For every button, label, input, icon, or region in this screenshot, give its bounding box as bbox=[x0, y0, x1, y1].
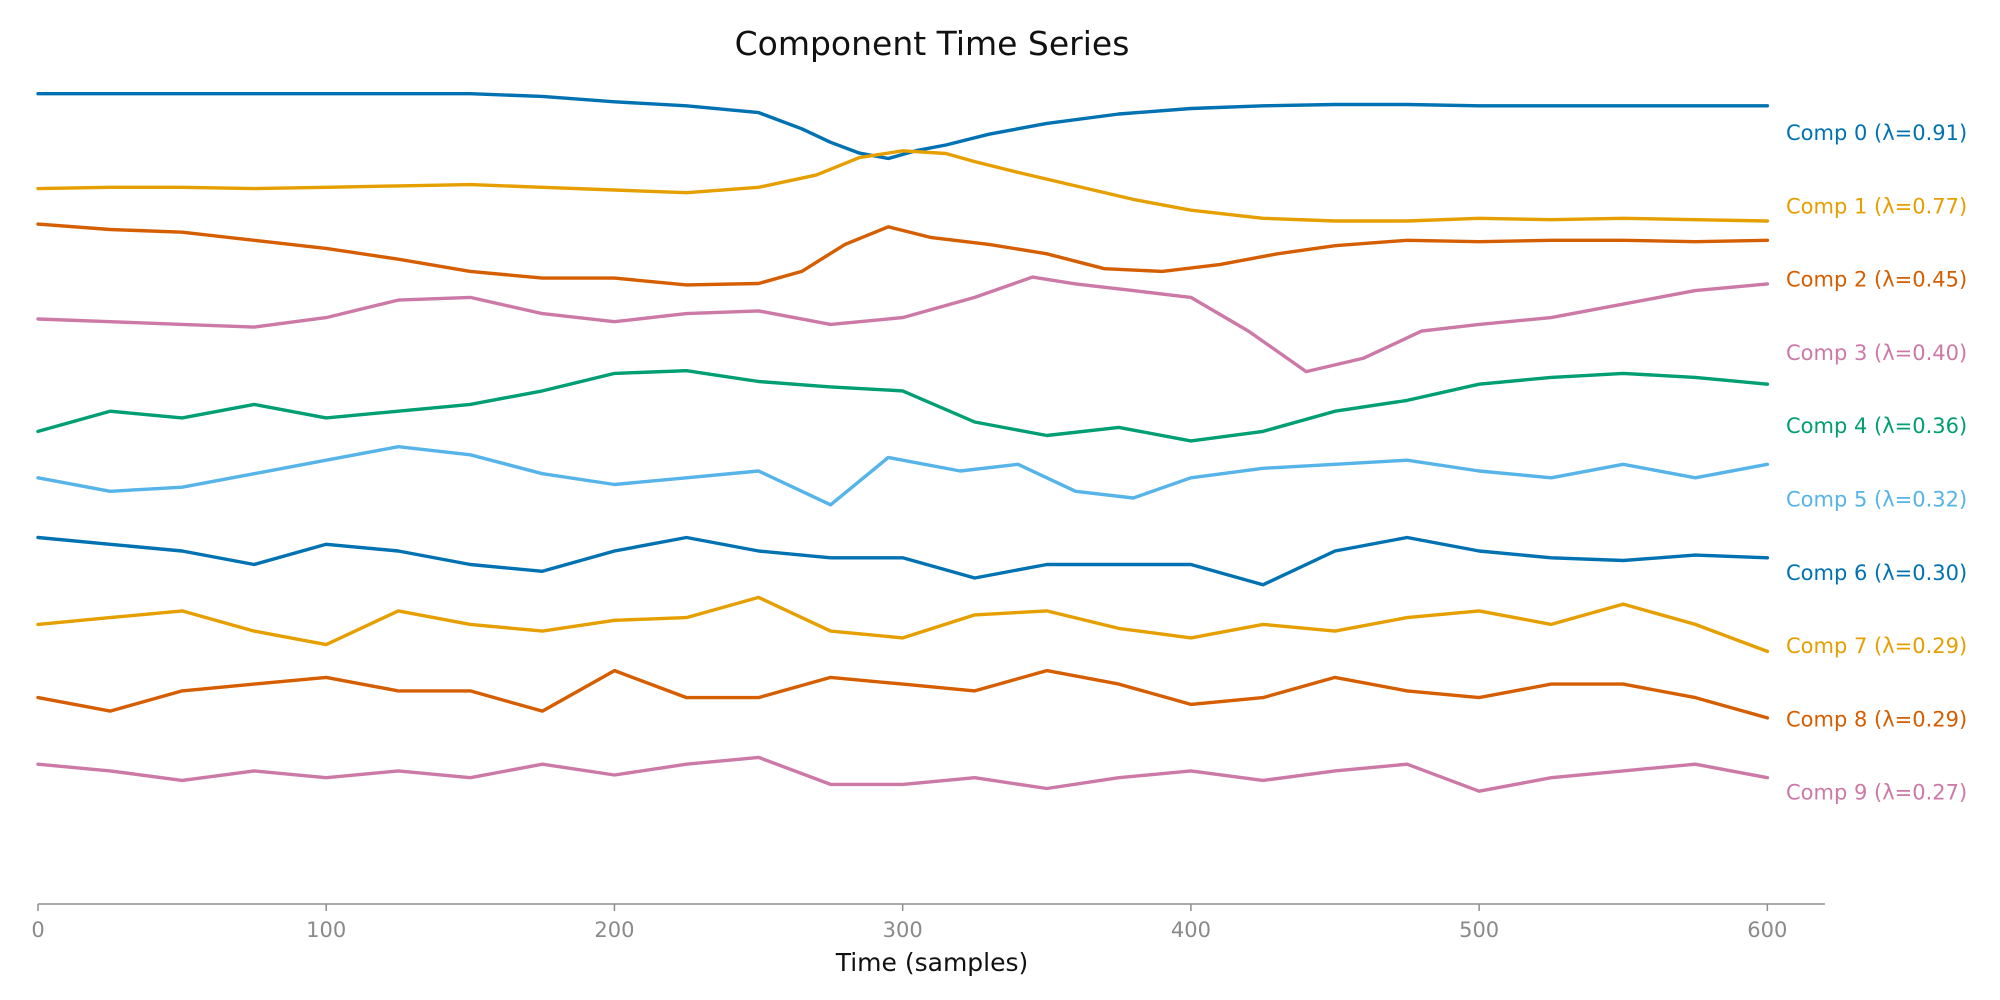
series-label-4: Comp 4 (λ=0.36) bbox=[1786, 414, 1967, 438]
x-tick-label: 100 bbox=[306, 918, 346, 942]
series-label-8: Comp 8 (λ=0.29) bbox=[1786, 707, 1967, 731]
series-line-3 bbox=[36, 275, 1770, 374]
series-label-6: Comp 6 (λ=0.30) bbox=[1786, 561, 1967, 585]
series-label-9: Comp 9 (λ=0.27) bbox=[1786, 781, 1967, 805]
x-tick-label: 200 bbox=[594, 918, 634, 942]
series-label-2: Comp 2 (λ=0.45) bbox=[1786, 268, 1967, 292]
x-tick-label: 500 bbox=[1459, 918, 1499, 942]
plot-layer: Component Time Series 0 100 200 300 400 500 600… bbox=[31, 24, 1967, 977]
series-line-4 bbox=[36, 369, 1770, 443]
series-line-0 bbox=[36, 92, 1770, 161]
x-tick-label: 300 bbox=[883, 918, 923, 942]
series-line-7 bbox=[36, 595, 1770, 654]
x-axis-label: Time (samples) bbox=[835, 948, 1029, 977]
x-tick-label: 400 bbox=[1171, 918, 1211, 942]
series-line-6 bbox=[36, 535, 1770, 587]
series-line-1 bbox=[36, 149, 1770, 223]
chart-title: Component Time Series bbox=[735, 24, 1130, 63]
series-label-5: Comp 5 (λ=0.32) bbox=[1786, 488, 1967, 512]
series-label-0: Comp 0 (λ=0.91) bbox=[1786, 121, 1967, 145]
series-line-8 bbox=[36, 668, 1770, 720]
series-label-7: Comp 7 (λ=0.29) bbox=[1786, 634, 1967, 658]
series-line-9 bbox=[36, 755, 1770, 793]
series-label-3: Comp 3 (λ=0.40) bbox=[1786, 341, 1967, 365]
series-label-1: Comp 1 (λ=0.77) bbox=[1786, 194, 1967, 218]
x-tick-label: 600 bbox=[1747, 918, 1787, 942]
series-line-2 bbox=[36, 222, 1770, 287]
x-tick-label: 0 bbox=[31, 918, 44, 942]
series-line-5 bbox=[36, 445, 1770, 507]
